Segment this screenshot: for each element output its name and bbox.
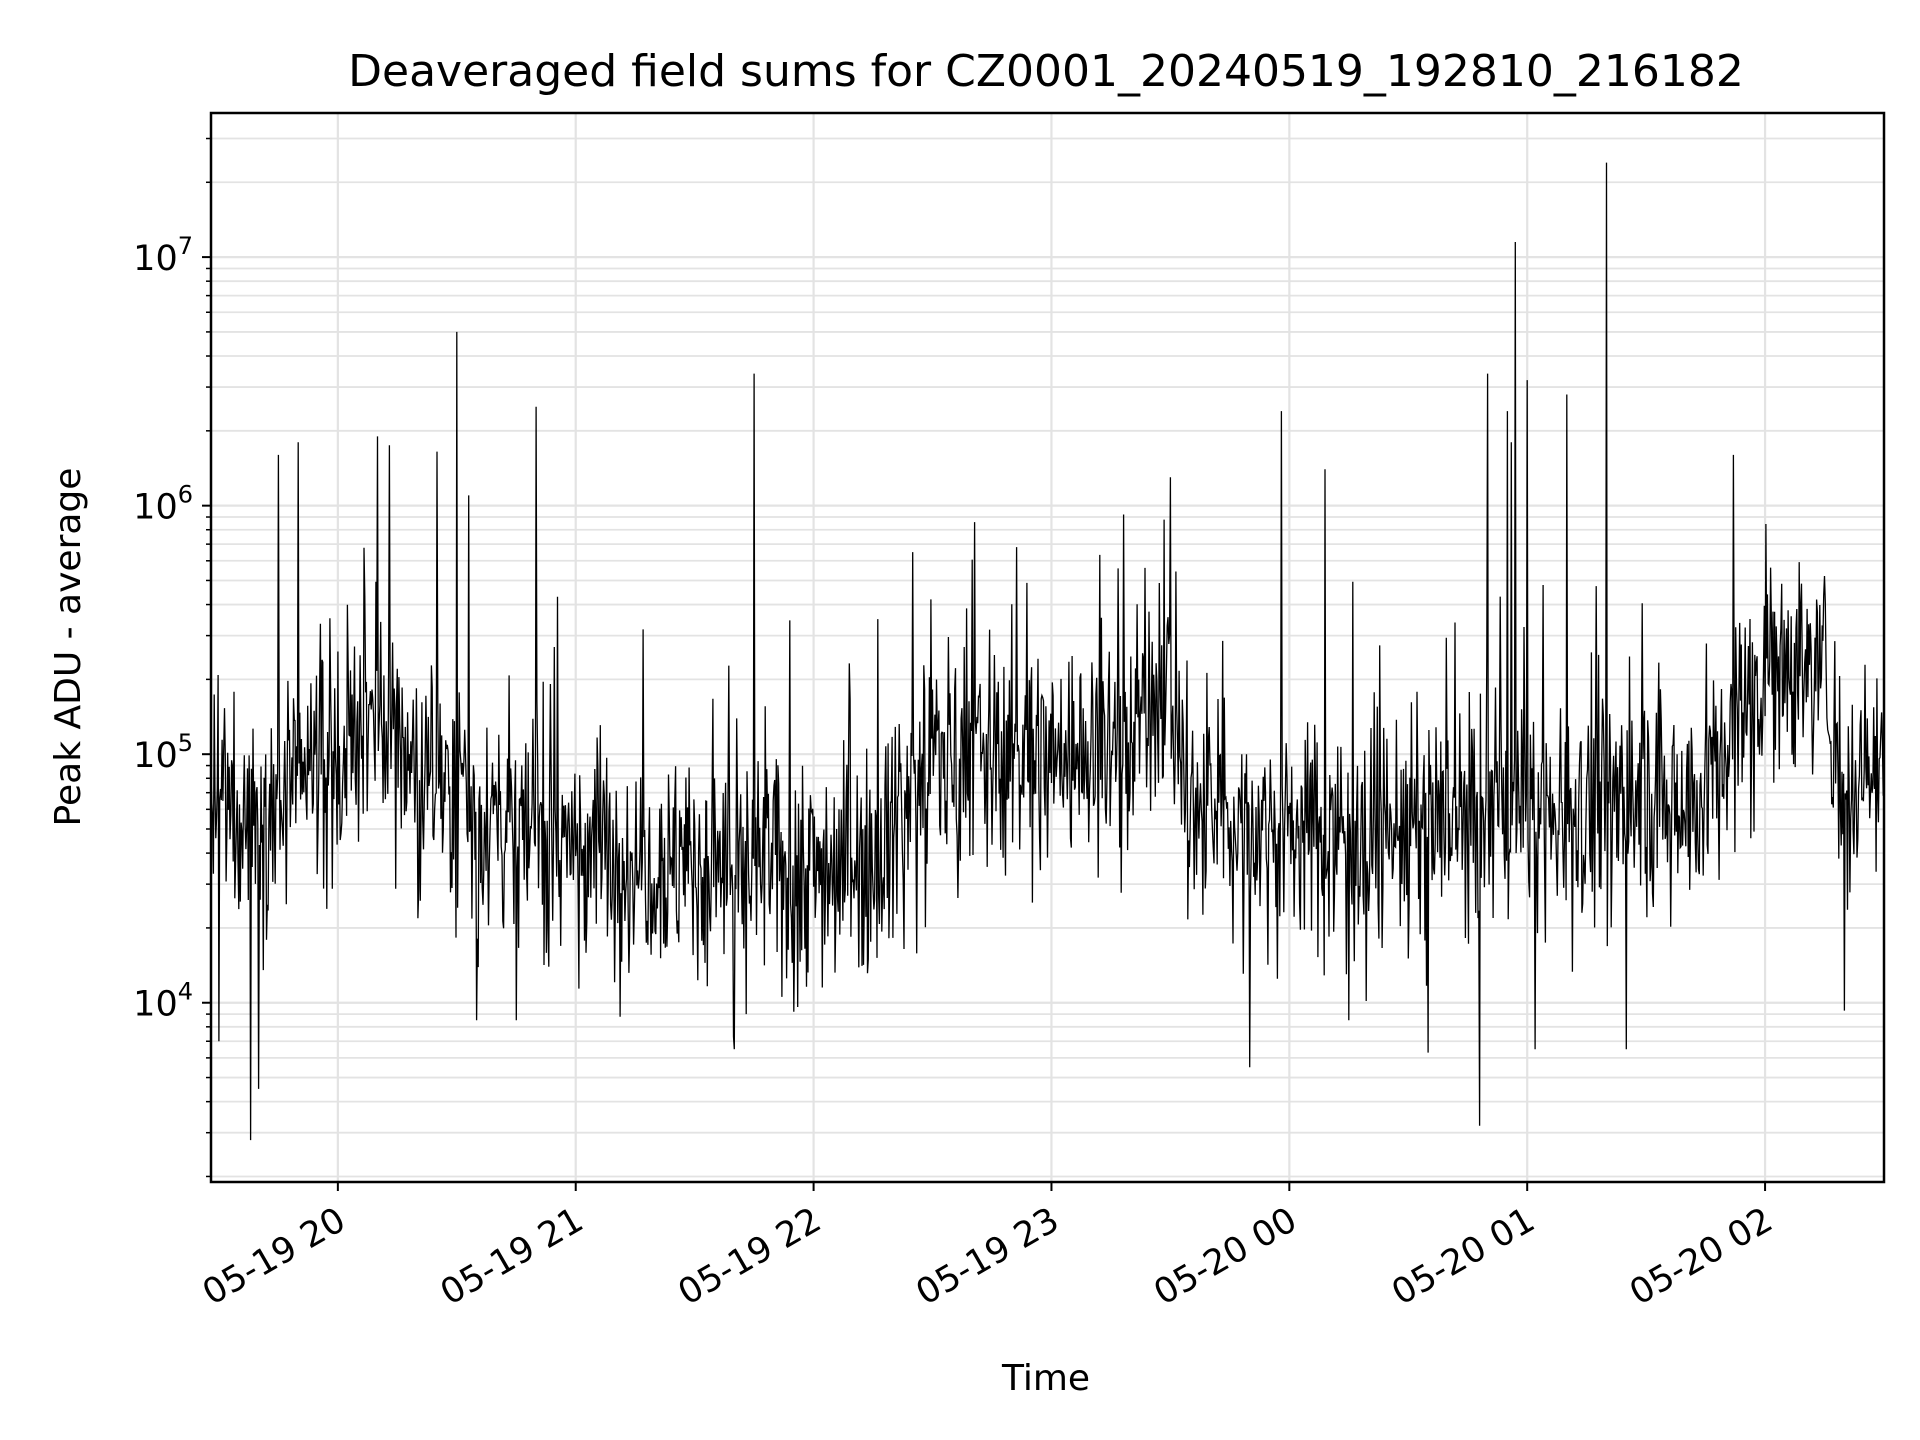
chart-title: Deaveraged field sums for CZ0001_2024051…: [348, 46, 1744, 97]
grid: [211, 113, 1884, 1182]
y-tick-exponent: 4: [178, 978, 193, 1006]
x-axis-label: Time: [1001, 1358, 1090, 1399]
y-tick-exponent: 6: [178, 481, 193, 509]
ticks: [202, 137, 1767, 1191]
y-tick-label: 106: [133, 481, 193, 528]
y-tick-base: 10: [133, 239, 178, 279]
y-tick-base: 10: [133, 985, 178, 1025]
y-axis-label: Peak ADU - average: [48, 468, 89, 827]
y-tick-exponent: 5: [178, 729, 193, 757]
series-line: [210, 162, 1884, 1141]
plot-frame: [209, 111, 1886, 1184]
y-tick-base: 10: [133, 736, 178, 776]
y-tick-exponent: 7: [178, 232, 193, 260]
y-tick-label: 105: [133, 729, 193, 776]
y-tick-label: 107: [133, 232, 193, 279]
y-tick-base: 10: [133, 488, 178, 528]
y-tick-label: 104: [133, 978, 193, 1025]
